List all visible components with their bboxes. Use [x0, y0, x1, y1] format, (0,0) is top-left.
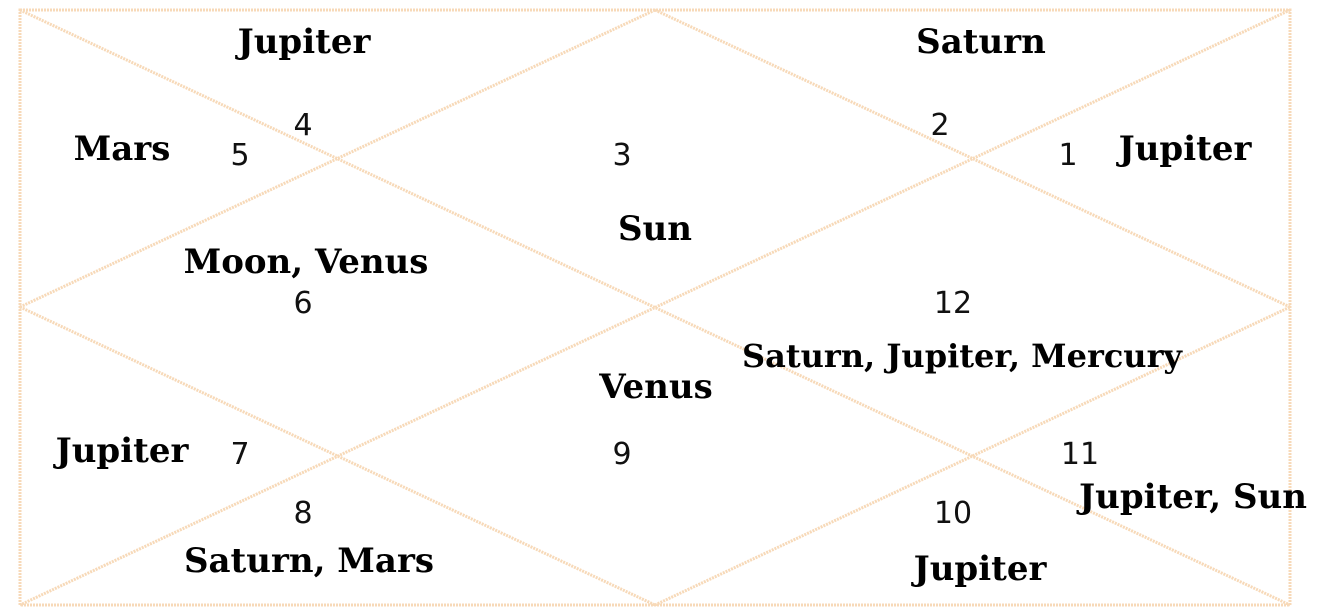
house-11-number: 11	[1061, 437, 1099, 472]
house-7-number: 7	[230, 437, 249, 472]
house-12-planets: Saturn, Jupiter, Mercury	[742, 337, 1183, 375]
house-6-number: 6	[293, 286, 312, 321]
house-10-number: 10	[934, 496, 972, 531]
house-4-number: 4	[293, 108, 312, 143]
house-8-number: 8	[293, 496, 312, 531]
house-5-planets: Mars	[74, 129, 171, 169]
house-10-planets: Jupiter	[911, 549, 1048, 589]
house-5-number: 5	[230, 138, 249, 173]
house-1-planets: Jupiter	[1116, 129, 1253, 169]
house-3-planets: Sun	[618, 209, 692, 249]
house-2-planets: Saturn	[916, 22, 1046, 62]
diagonal-line-2	[19, 8, 1291, 607]
house-4-planets: Jupiter	[235, 22, 372, 62]
house-3-number: 3	[612, 138, 631, 173]
house-9-planets: Venus	[598, 367, 712, 407]
house-9-number: 9	[612, 437, 631, 472]
house-2-number: 2	[930, 108, 949, 143]
diagonal-line-1	[19, 8, 1291, 607]
house-7-planets: Jupiter	[53, 431, 190, 471]
house-12-number: 12	[934, 286, 972, 321]
house-8-planets: Saturn, Mars	[184, 541, 434, 581]
house-6-planets: Moon, Venus	[184, 242, 429, 282]
house-11-planets: Jupiter, Sun	[1076, 477, 1307, 517]
house-1-number: 1	[1058, 138, 1077, 173]
